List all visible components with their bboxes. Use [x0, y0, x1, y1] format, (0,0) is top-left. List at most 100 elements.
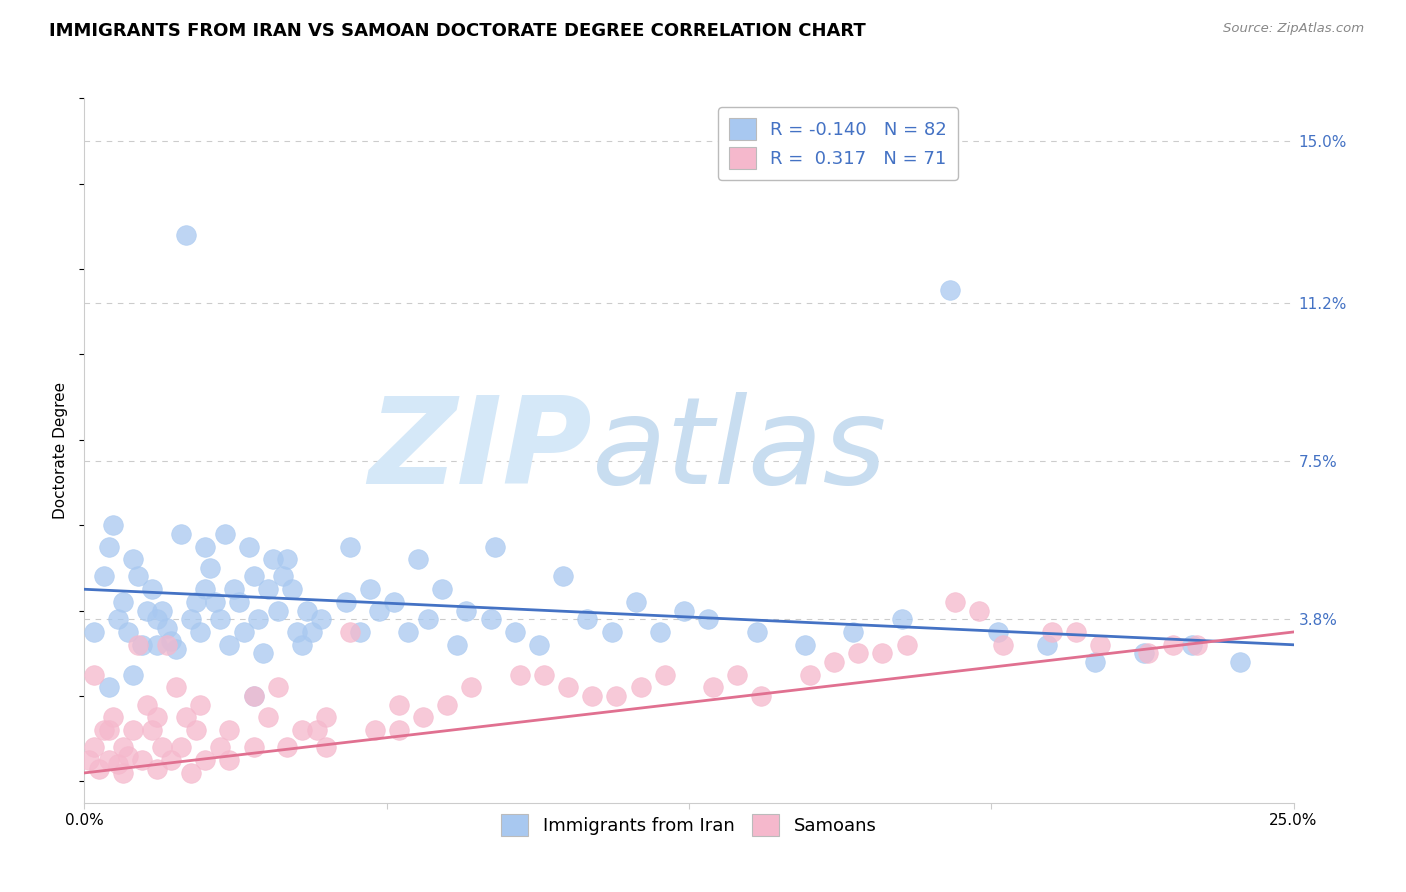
- Point: [141, 582, 163, 597]
- Point: [939, 283, 962, 297]
- Point: [291, 638, 314, 652]
- Point: [745, 624, 768, 639]
- Point: [842, 624, 865, 639]
- Point: [146, 710, 169, 724]
- Point: [509, 667, 531, 681]
- Point: [93, 723, 115, 738]
- Point: [170, 740, 193, 755]
- Point: [238, 540, 260, 554]
- Point: [553, 569, 575, 583]
- Point: [170, 526, 193, 541]
- Point: [180, 612, 202, 626]
- Point: [233, 624, 256, 639]
- Point: [77, 753, 100, 767]
- Point: [416, 612, 439, 626]
- Point: [702, 681, 724, 695]
- Point: [1137, 646, 1160, 660]
- Point: [1185, 638, 1208, 652]
- Point: [943, 595, 966, 609]
- Point: [432, 582, 454, 597]
- Point: [146, 612, 169, 626]
- Point: [218, 638, 240, 652]
- Point: [190, 624, 212, 639]
- Point: [174, 227, 197, 242]
- Point: [208, 612, 231, 626]
- Point: [295, 604, 318, 618]
- Point: [165, 681, 187, 695]
- Point: [83, 667, 105, 681]
- Point: [97, 681, 120, 695]
- Point: [1064, 624, 1087, 639]
- Point: [987, 624, 1010, 639]
- Point: [600, 624, 623, 639]
- Point: [527, 638, 550, 652]
- Point: [107, 612, 129, 626]
- Point: [160, 753, 183, 767]
- Point: [150, 740, 173, 755]
- Point: [1229, 655, 1251, 669]
- Point: [97, 540, 120, 554]
- Point: [262, 552, 284, 566]
- Point: [121, 723, 143, 738]
- Point: [267, 604, 290, 618]
- Point: [388, 698, 411, 712]
- Point: [194, 753, 217, 767]
- Point: [630, 681, 652, 695]
- Point: [146, 638, 169, 652]
- Point: [315, 740, 337, 755]
- Point: [87, 762, 110, 776]
- Point: [1036, 638, 1059, 652]
- Point: [533, 667, 555, 681]
- Point: [799, 667, 821, 681]
- Point: [117, 624, 139, 639]
- Point: [436, 698, 458, 712]
- Point: [112, 740, 135, 755]
- Point: [165, 642, 187, 657]
- Point: [301, 624, 323, 639]
- Point: [242, 740, 264, 755]
- Point: [224, 582, 246, 597]
- Point: [276, 740, 298, 755]
- Point: [276, 552, 298, 566]
- Point: [967, 604, 990, 618]
- Point: [112, 765, 135, 780]
- Point: [654, 667, 676, 681]
- Point: [359, 582, 381, 597]
- Point: [103, 710, 125, 724]
- Point: [218, 723, 240, 738]
- Point: [218, 753, 240, 767]
- Point: [285, 624, 308, 639]
- Point: [503, 624, 526, 639]
- Point: [581, 689, 603, 703]
- Point: [208, 740, 231, 755]
- Point: [160, 633, 183, 648]
- Point: [479, 612, 502, 626]
- Point: [1161, 638, 1184, 652]
- Point: [271, 569, 294, 583]
- Point: [155, 638, 177, 652]
- Point: [214, 526, 236, 541]
- Point: [725, 667, 748, 681]
- Point: [136, 604, 159, 618]
- Point: [339, 540, 361, 554]
- Point: [751, 689, 773, 703]
- Point: [194, 540, 217, 554]
- Point: [872, 646, 894, 660]
- Point: [697, 612, 720, 626]
- Point: [150, 604, 173, 618]
- Point: [896, 638, 918, 652]
- Text: Source: ZipAtlas.com: Source: ZipAtlas.com: [1223, 22, 1364, 36]
- Point: [460, 681, 482, 695]
- Point: [194, 582, 217, 597]
- Point: [121, 552, 143, 566]
- Point: [112, 595, 135, 609]
- Point: [890, 612, 912, 626]
- Point: [141, 723, 163, 738]
- Point: [146, 762, 169, 776]
- Text: ZIP: ZIP: [368, 392, 592, 509]
- Point: [311, 612, 333, 626]
- Point: [83, 740, 105, 755]
- Point: [155, 621, 177, 635]
- Point: [406, 552, 429, 566]
- Point: [456, 604, 478, 618]
